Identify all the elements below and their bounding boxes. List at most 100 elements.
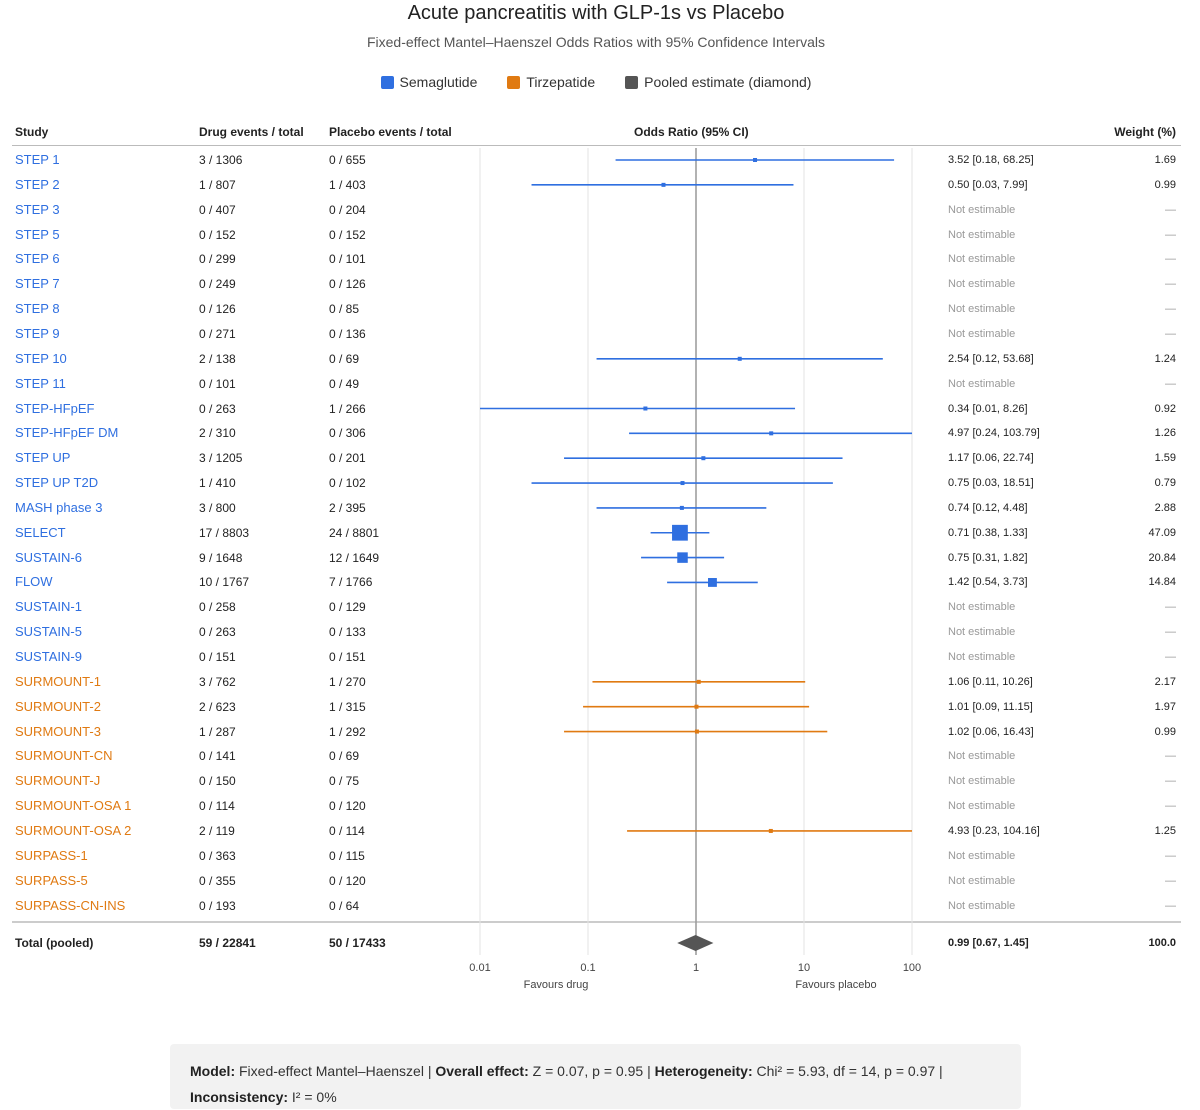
weight-value: 0.92 — [1154, 402, 1176, 415]
drug-events: 2 / 119 — [199, 823, 235, 838]
placebo-events: 0 / 126 — [329, 277, 366, 292]
study-name[interactable]: STEP UP — [15, 450, 71, 466]
drug-events: 3 / 800 — [199, 500, 236, 515]
weight-value: — — [1165, 800, 1176, 813]
study-name[interactable]: STEP 6 — [15, 251, 60, 267]
study-name[interactable]: STEP 3 — [15, 201, 60, 217]
placebo-events: 0 / 151 — [329, 650, 366, 664]
column-header-drug: Drug events / total — [199, 125, 304, 139]
study-name[interactable]: STEP 7 — [15, 276, 60, 292]
drug-events: 0 / 114 — [199, 799, 235, 814]
ci-value: 0.75 [0.31, 1.82] — [948, 551, 1028, 564]
drug-events: 0 / 152 — [199, 227, 236, 242]
study-name[interactable]: STEP 9 — [15, 325, 60, 341]
drug-events: 0 / 126 — [199, 302, 236, 317]
point-estimate-select — [672, 524, 688, 541]
ci-value: Not estimable — [948, 278, 1016, 291]
weight-value: 0.99 — [1154, 178, 1176, 191]
ci-value: 3.52 [0.18, 68.25] — [948, 154, 1034, 166]
placebo-events: 0 / 85 — [329, 302, 360, 317]
placebo-events: 12 / 1649 — [329, 550, 380, 565]
study-name[interactable]: SUSTAIN-6 — [15, 549, 82, 565]
model-summary: Model: Fixed-effect Mantel–Haenszel | Ov… — [170, 1044, 1021, 1109]
study-name[interactable]: SURMOUNT-2 — [15, 698, 101, 714]
pooled-weight-value: 100.0 — [1148, 937, 1176, 949]
study-name[interactable]: SURMOUNT-OSA 1 — [15, 798, 132, 814]
study-name[interactable]: SURMOUNT-1 — [15, 673, 101, 689]
chart-title: Acute pancreatitis with GLP-1s vs Placeb… — [407, 2, 785, 24]
study-name[interactable]: SURPASS-1 — [15, 847, 88, 863]
ci-value: 0.71 [0.38, 1.33] — [948, 526, 1028, 539]
ci-value: Not estimable — [948, 303, 1016, 316]
study-name[interactable]: SURMOUNT-OSA 2 — [15, 822, 132, 838]
ci-value: Not estimable — [948, 228, 1016, 241]
legend-label-semaglutide: Semaglutide — [399, 74, 478, 90]
legend-item-semaglutide[interactable]: Semaglutide — [380, 74, 478, 90]
weight-value: 1.25 — [1154, 824, 1176, 837]
study-name[interactable]: STEP 11 — [15, 375, 66, 391]
point-estimate-step-2 — [661, 182, 666, 187]
legend-item-pooled[interactable]: Pooled estimate (diamond) — [625, 74, 811, 90]
study-name[interactable]: FLOW — [15, 574, 53, 590]
drug-events: 1 / 410 — [199, 476, 236, 491]
point-estimate-surmount-1 — [696, 679, 701, 684]
heterogeneity-label: Heterogeneity: — [654, 1063, 753, 1079]
study-name[interactable]: SURMOUNT-3 — [15, 723, 101, 739]
placebo-events: 24 / 8801 — [329, 525, 380, 540]
study-name[interactable]: SURMOUNT-J — [15, 773, 101, 789]
drug-events: 2 / 138 — [199, 351, 236, 366]
weight-value: — — [1165, 750, 1176, 763]
study-name[interactable]: STEP 10 — [15, 350, 67, 366]
study-name[interactable]: STEP UP T2D — [15, 475, 99, 491]
placebo-events: 0 / 152 — [329, 227, 366, 242]
drug-events: 2 / 310 — [199, 426, 236, 441]
overall-effect-label: Overall effect: — [435, 1063, 529, 1079]
legend-item-tirzepatide[interactable]: Tirzepatide — [507, 74, 595, 90]
overall-effect-value: Z = 0.07, p = 0.95 — [532, 1063, 644, 1079]
weight-value: 2.88 — [1154, 501, 1176, 514]
study-name[interactable]: SUSTAIN-9 — [15, 649, 82, 664]
point-estimate-flow — [708, 578, 717, 587]
study-name[interactable]: SURPASS-CN-INS — [15, 897, 126, 913]
weight-value: — — [1165, 303, 1176, 316]
ci-value: Not estimable — [948, 775, 1016, 788]
favours-placebo-label: Favours placebo — [795, 979, 876, 991]
weight-value: — — [1165, 775, 1176, 788]
study-name[interactable]: STEP-HFpEF DM — [15, 425, 119, 441]
column-header-weight: Weight (%) — [1114, 125, 1176, 139]
study-name[interactable]: SURPASS-5 — [15, 872, 88, 888]
study-name[interactable]: SUSTAIN-5 — [15, 624, 82, 640]
favours-drug-label: Favours drug — [524, 979, 589, 991]
study-name[interactable]: STEP 2 — [15, 176, 60, 192]
drug-events: 3 / 1306 — [199, 153, 243, 167]
column-header-odds-ratio: Odds Ratio (95% CI) — [634, 125, 749, 139]
ci-value: Not estimable — [948, 750, 1016, 763]
weight-value: — — [1165, 601, 1176, 614]
drug-events: 0 / 407 — [199, 202, 236, 217]
weight-value: — — [1165, 327, 1176, 340]
study-name[interactable]: STEP 5 — [15, 226, 60, 242]
weight-value: 1.69 — [1154, 154, 1176, 166]
drug-events: 1 / 807 — [199, 177, 236, 192]
study-name[interactable]: STEP 1 — [15, 152, 60, 167]
study-name[interactable]: MASH phase 3 — [15, 499, 103, 515]
total-divider — [12, 921, 1181, 923]
pooled-label: Total (pooled) — [15, 936, 94, 950]
drug-events: 0 / 363 — [199, 848, 236, 863]
column-header-study: Study — [15, 125, 49, 139]
ci-value: Not estimable — [948, 651, 1016, 663]
x-tick-label: 1 — [693, 962, 699, 974]
header-divider — [12, 145, 1181, 146]
legend: Semaglutide Tirzepatide Pooled estimate … — [0, 74, 1192, 90]
study-name[interactable]: SURMOUNT-CN — [15, 748, 113, 764]
pooled-ci-value: 0.99 [0.67, 1.45] — [948, 937, 1029, 949]
inconsistency-label: Inconsistency: — [190, 1089, 289, 1105]
weight-value: 0.79 — [1154, 477, 1176, 490]
ci-value: Not estimable — [948, 800, 1016, 813]
study-name[interactable]: SUSTAIN-1 — [15, 599, 82, 615]
study-name[interactable]: SELECT — [15, 524, 66, 540]
study-name[interactable]: STEP 8 — [15, 301, 60, 317]
study-name[interactable]: STEP-HFpEF — [15, 400, 95, 416]
point-estimate-step-1 — [753, 158, 758, 162]
forest-plot: 0.01 0.1 1 10 100 Favours drug Favours placebo — [469, 148, 921, 991]
